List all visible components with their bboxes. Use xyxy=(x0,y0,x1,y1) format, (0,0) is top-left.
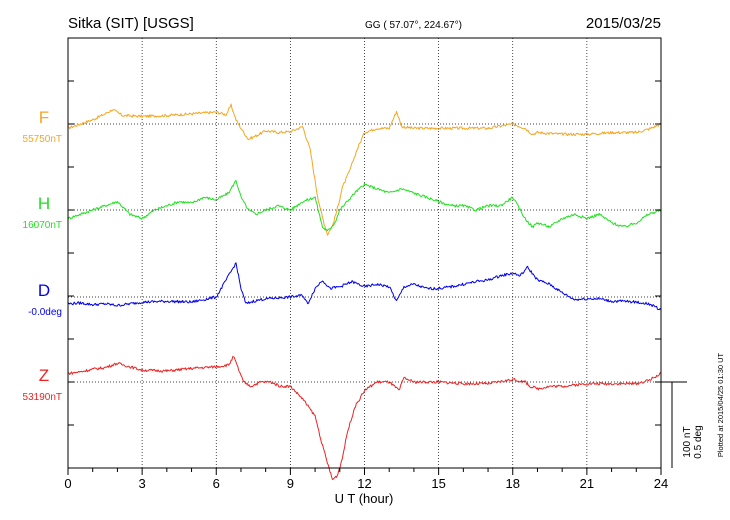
x-tick-label: 9 xyxy=(287,476,294,491)
x-tick-label: 18 xyxy=(506,476,520,491)
chart-title: Sitka (SIT) [USGS] xyxy=(68,15,194,32)
series-name-h: H xyxy=(38,194,50,213)
scale-bar-deg: 0.5 deg xyxy=(693,425,704,458)
x-axis-ticks: 0 3 6 9 12 15 18 21 24 xyxy=(64,80,668,491)
x-tick-label: 12 xyxy=(357,476,371,491)
scale-bar: 100 nT 0.5 deg xyxy=(661,381,704,468)
series-name-f: F xyxy=(39,108,49,127)
series-baseline-f: 55750nT xyxy=(23,134,62,145)
series-lines xyxy=(67,103,662,480)
x-axis-label: U T (hour) xyxy=(335,491,394,506)
chart-date: 2015/03/25 xyxy=(586,15,661,32)
x-tick-label: 3 xyxy=(139,476,146,491)
chart-subtitle: GG ( 57.07°, 224.67°) xyxy=(365,20,462,31)
series-name-z: Z xyxy=(39,366,49,385)
x-tick-label: 21 xyxy=(580,476,594,491)
series-baseline-d: -0.0deg xyxy=(28,307,62,318)
x-tick-label: 0 xyxy=(64,476,71,491)
series-baseline-h: 16070nT xyxy=(23,220,62,231)
series-line-d xyxy=(67,262,662,311)
x-tick-label: 24 xyxy=(654,476,668,491)
series-line-z xyxy=(67,356,662,480)
plot-grid xyxy=(68,38,661,468)
x-tick-label: 15 xyxy=(431,476,445,491)
x-tick-label: 6 xyxy=(213,476,220,491)
series-line-f xyxy=(67,103,662,236)
series-line-h xyxy=(67,180,662,232)
series-name-d: D xyxy=(38,281,50,300)
series-baseline-z: 53190nT xyxy=(23,392,62,403)
scale-bar-nt: 100 nT xyxy=(682,426,693,457)
plotted-note: Plotted at 2015/04/25 01:30 UT xyxy=(716,352,725,457)
series-labels: F 55750nT H 16070nT D -0.0deg Z 53190nT xyxy=(23,108,62,403)
plot-frame xyxy=(67,37,662,469)
